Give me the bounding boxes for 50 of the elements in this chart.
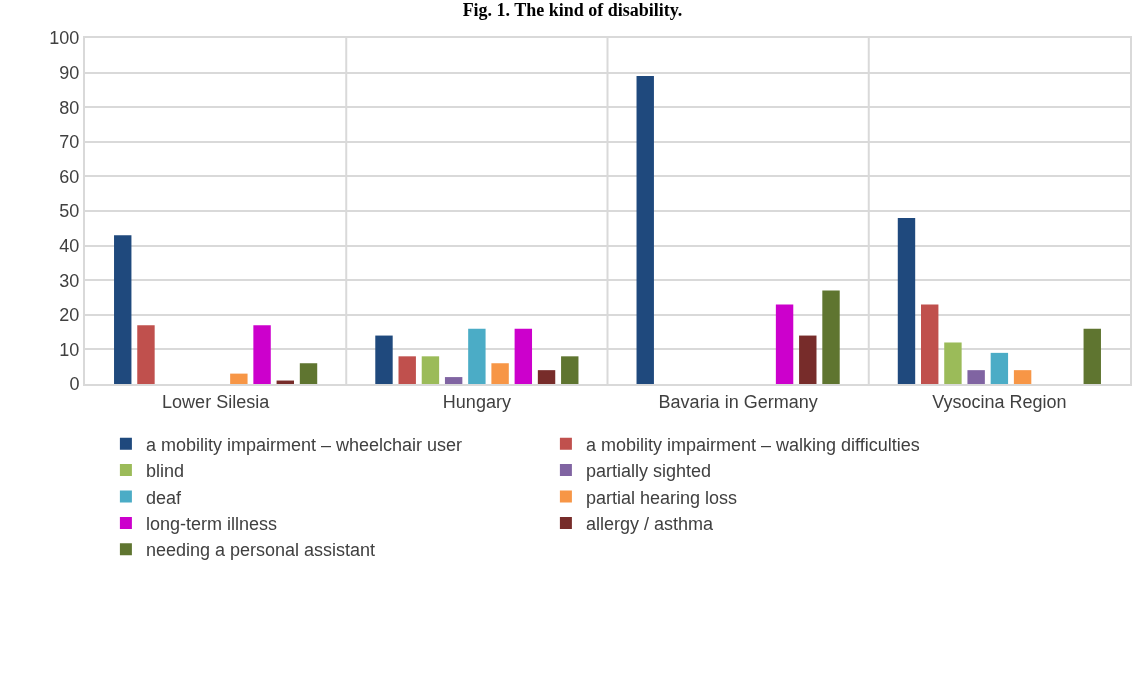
bar: [421, 356, 440, 384]
legend-label: allergy / asthma: [585, 513, 714, 534]
bar: [537, 370, 556, 384]
bar: [1013, 370, 1032, 384]
y-tick-label: 40: [59, 235, 80, 256]
bar: [990, 352, 1009, 384]
x-tick-label: Vysocina Region: [932, 391, 1067, 412]
bar: [444, 377, 463, 384]
bar: [636, 76, 654, 384]
y-tick-label: 50: [59, 201, 80, 222]
y-tick-label: 30: [59, 270, 80, 291]
y-tick-label: 20: [59, 305, 80, 326]
y-tick-label: 0: [69, 374, 80, 395]
bar: [1083, 328, 1101, 384]
x-tick-label: Bavaria in Germany: [658, 391, 818, 412]
bar: [398, 356, 416, 384]
bar: [799, 335, 817, 384]
bar: [561, 356, 579, 384]
legend-label: a mobility impairment – wheelchair user: [145, 434, 463, 455]
bar: [253, 325, 271, 384]
chart-title: Fig. 1. The kind of disability.: [462, 0, 683, 20]
legend-label: partially sighted: [585, 461, 711, 482]
bar: [967, 370, 985, 384]
y-tick-label: 10: [59, 339, 80, 360]
y-tick-label: 70: [59, 132, 80, 153]
y-tick-label: 80: [59, 97, 80, 118]
bar: [897, 217, 916, 384]
bar: [775, 304, 794, 384]
legend-label: deaf: [145, 487, 182, 508]
x-tick-label: Hungary: [442, 391, 511, 412]
bar: [375, 335, 393, 384]
y-tick-label: 100: [49, 28, 80, 49]
bar: [491, 363, 509, 384]
legend-label: blind: [145, 461, 184, 482]
legend-label: long-term illness: [145, 513, 277, 534]
bar: [944, 342, 962, 384]
x-tick-label: Lower Silesia: [162, 391, 271, 412]
legend-label: a mobility impairment – walking difficulties: [585, 434, 920, 455]
bar: [114, 235, 132, 384]
y-tick-label: 90: [59, 62, 80, 83]
bar: [514, 328, 533, 384]
bar: [921, 304, 939, 384]
bar: [137, 325, 155, 384]
y-tick-label: 60: [59, 166, 80, 187]
legend-label: needing a personal assistant: [145, 540, 376, 561]
bar: [299, 363, 318, 384]
bar: [822, 290, 840, 384]
legend-label: partial hearing loss: [585, 487, 737, 508]
bar: [468, 328, 486, 384]
bar: [230, 373, 248, 384]
